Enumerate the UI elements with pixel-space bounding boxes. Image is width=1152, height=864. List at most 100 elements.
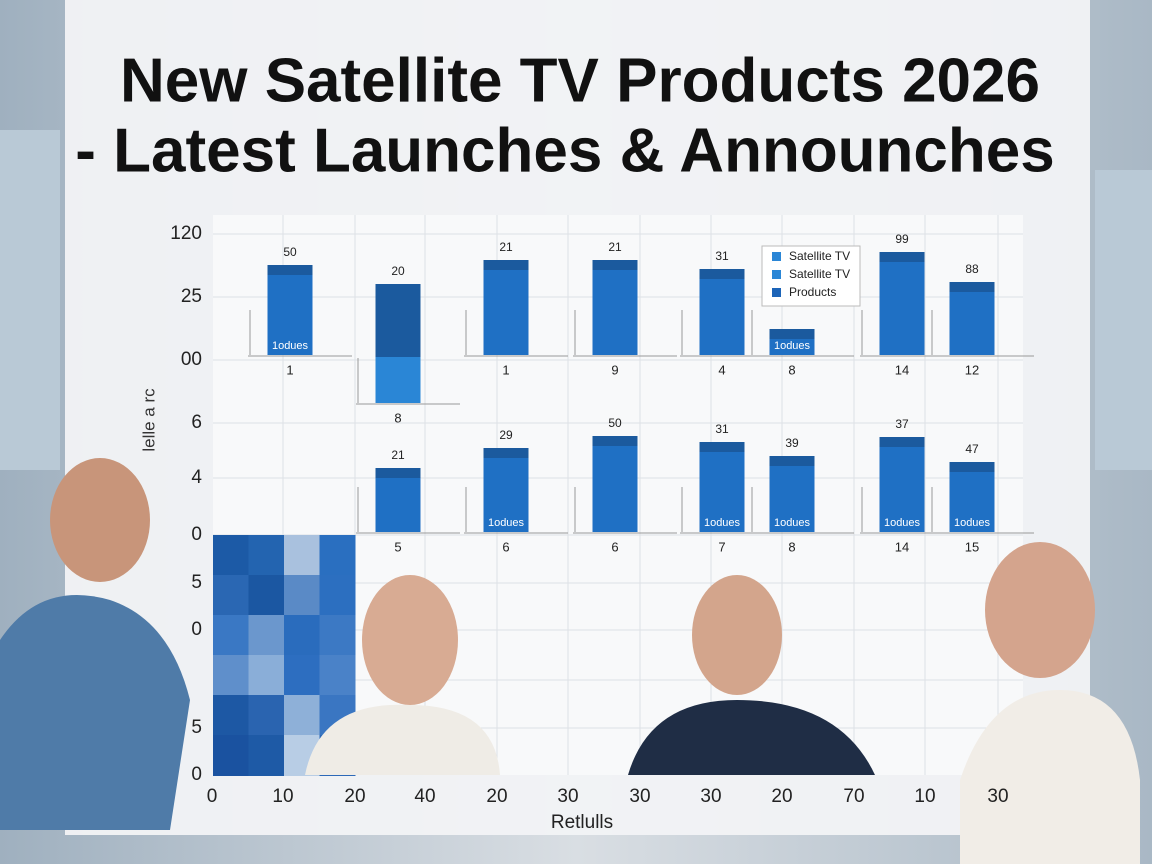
bar-cap <box>769 456 815 466</box>
y-tick-label: 0 <box>191 764 202 785</box>
bar-category: 14 <box>895 362 909 377</box>
y-tick-label: 25 <box>181 286 202 307</box>
y-axis-label: lelle a rc <box>139 388 158 452</box>
person-body <box>628 700 875 775</box>
bar-category: 14 <box>895 539 909 554</box>
heatmap-cell <box>248 615 285 656</box>
bar <box>375 357 421 403</box>
y-tick-label: 00 <box>181 349 202 370</box>
legend-swatch <box>772 270 781 279</box>
bar-inner-label: 1odues <box>774 340 811 352</box>
heatmap-cell <box>284 575 320 616</box>
bar-category: 1 <box>286 362 293 377</box>
heatmap-cell <box>213 575 249 616</box>
bar <box>592 260 638 355</box>
bar-category: 15 <box>965 539 979 554</box>
window-right <box>1095 170 1152 470</box>
y-tick-label: 0 <box>191 619 202 640</box>
bar-category: 7 <box>718 539 725 554</box>
y-tick-label: 0 <box>191 524 202 545</box>
x-tick-label: 30 <box>700 786 721 807</box>
bar-label: 39 <box>785 436 799 450</box>
bar-label: 99 <box>895 232 909 246</box>
heatmap-cell <box>319 615 356 656</box>
bar-category: 5 <box>394 539 401 554</box>
legend-label: Satellite TV <box>789 249 850 263</box>
bar-label: 21 <box>499 240 513 254</box>
bar-category: 9 <box>611 362 618 377</box>
x-axis-label: Retlulls <box>551 812 613 833</box>
title-line: - Latest Launches & Announches <box>75 116 1055 185</box>
bar-label: 88 <box>965 262 979 276</box>
bar-category: 8 <box>788 362 795 377</box>
person-body <box>0 595 190 830</box>
x-tick-label: 20 <box>344 786 365 807</box>
bar <box>949 282 995 355</box>
bar-cap <box>267 265 313 275</box>
heatmap-cell <box>248 735 285 776</box>
legend-label: Products <box>789 285 836 299</box>
bar-cap <box>879 252 925 262</box>
bar-category: 8 <box>788 539 795 554</box>
y-tick-label: 5 <box>191 572 202 593</box>
x-tick-label: 30 <box>629 786 650 807</box>
y-tick-label: 4 <box>191 467 202 488</box>
bar-label: 37 <box>895 417 909 431</box>
bar-inner-label: 1odues <box>488 517 525 529</box>
window-left <box>0 130 60 470</box>
bar-inner-label: 1odues <box>954 517 991 529</box>
bar-label: 20 <box>391 264 405 278</box>
bar <box>879 437 925 532</box>
bar-category: 12 <box>965 362 979 377</box>
person-head <box>692 575 782 695</box>
x-tick-label: 30 <box>557 786 578 807</box>
person-head <box>50 458 150 582</box>
y-tick-label: 120 <box>170 223 202 244</box>
bar-cap <box>949 462 995 472</box>
bar-cap <box>375 468 421 478</box>
bar <box>483 260 529 355</box>
bar-category: 1 <box>502 362 509 377</box>
y-tick-label: 6 <box>191 412 202 433</box>
x-tick-label: 30 <box>987 786 1008 807</box>
bar-cap <box>699 442 745 452</box>
bar-cap <box>483 260 529 270</box>
bar-label: 21 <box>608 240 622 254</box>
x-tick-label: 10 <box>272 786 293 807</box>
bar <box>592 436 638 532</box>
bar-cap <box>769 329 815 339</box>
x-tick-label: 20 <box>771 786 792 807</box>
heatmap-cell <box>213 735 249 776</box>
legend-label: Satellite TV <box>789 267 850 281</box>
bar <box>949 462 995 532</box>
bar-label: 47 <box>965 442 979 456</box>
heatmap-cell <box>319 655 356 696</box>
bar-label: 31 <box>715 249 729 263</box>
bar <box>375 468 421 532</box>
bar <box>769 456 815 532</box>
bar-cap <box>699 269 745 279</box>
x-tick-label: 0 <box>207 786 218 807</box>
heatmap-cell <box>284 655 320 696</box>
title-line: New Satellite TV Products 2026 <box>120 46 1040 115</box>
bar <box>699 442 745 532</box>
bar-cap <box>879 437 925 447</box>
heatmap-cell <box>319 575 356 616</box>
x-tick-label: 10 <box>914 786 935 807</box>
bar-cap <box>949 282 995 292</box>
person-head <box>985 542 1095 678</box>
heatmap-cell <box>248 535 285 576</box>
legend-swatch <box>772 252 781 261</box>
heatmap-cell <box>248 655 285 696</box>
person-head <box>362 575 458 705</box>
bar-category: 6 <box>502 539 509 554</box>
bar-label: 31 <box>715 422 729 436</box>
heatmap-cell <box>213 535 249 576</box>
bar <box>267 265 313 355</box>
x-tick-label: 20 <box>486 786 507 807</box>
bar-label: 21 <box>391 448 405 462</box>
heatmap-cell <box>213 615 249 656</box>
heatmap-cell <box>213 695 249 736</box>
